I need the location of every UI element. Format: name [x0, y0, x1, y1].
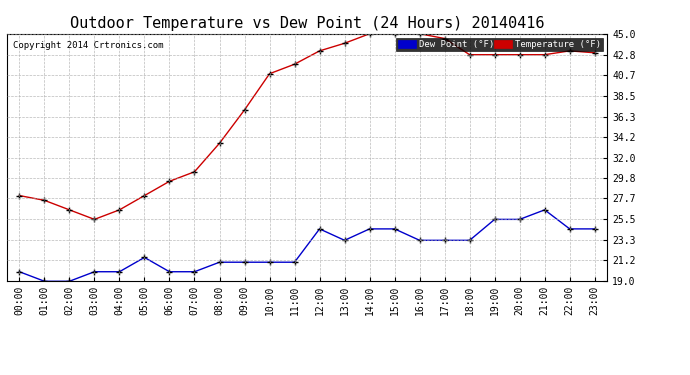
Text: Copyright 2014 Crtronics.com: Copyright 2014 Crtronics.com	[13, 41, 164, 50]
Title: Outdoor Temperature vs Dew Point (24 Hours) 20140416: Outdoor Temperature vs Dew Point (24 Hou…	[70, 16, 544, 31]
Legend: Dew Point (°F), Temperature (°F): Dew Point (°F), Temperature (°F)	[396, 38, 602, 51]
